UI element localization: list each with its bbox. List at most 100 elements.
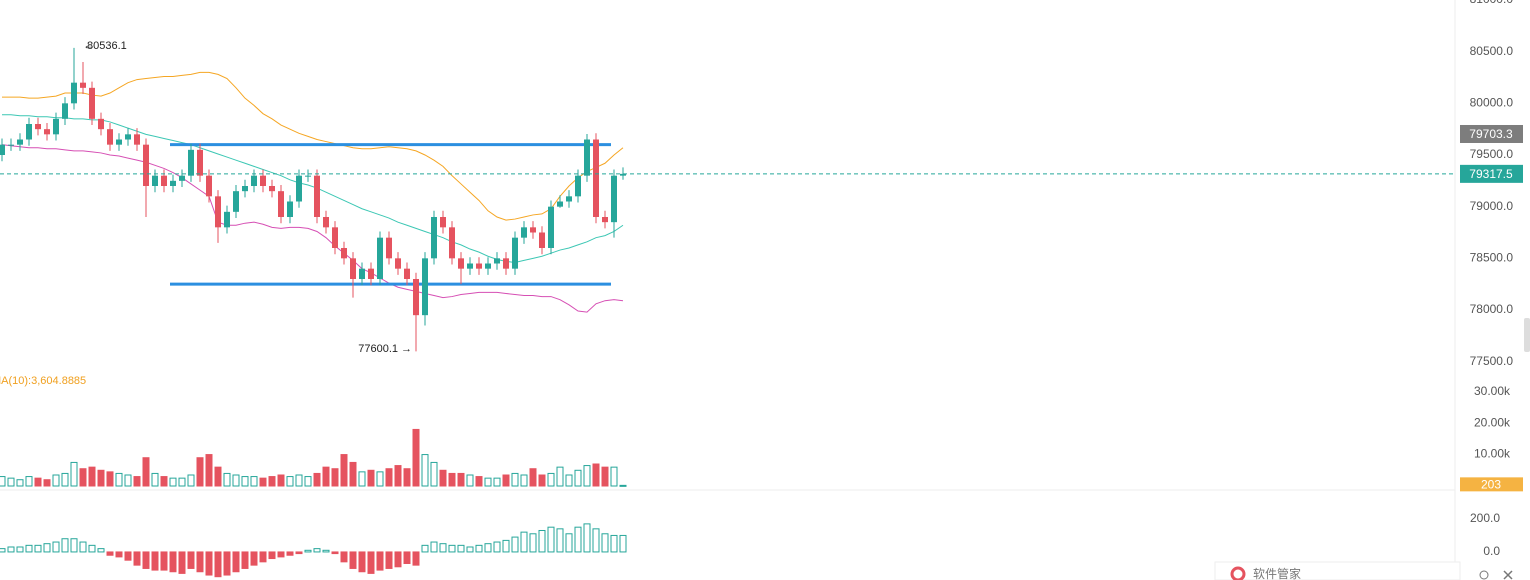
volume-bar <box>187 474 195 487</box>
macd-bar <box>43 543 51 553</box>
candle-body <box>422 258 428 316</box>
volume-bar <box>493 477 501 487</box>
macd-bar <box>529 533 537 553</box>
close-icon[interactable] <box>1503 570 1513 580</box>
volume-bar <box>349 461 357 487</box>
macd-bar <box>394 551 402 568</box>
candle-body <box>305 175 311 177</box>
candle-body <box>44 129 50 135</box>
y-tick-label: 78000.0 <box>1470 302 1514 316</box>
min-label: 77600.1 <box>358 343 398 355</box>
bollinger-band <box>1 144 624 313</box>
settings-icon[interactable] <box>1479 570 1489 580</box>
y-tick-label: 77500.0 <box>1470 354 1514 368</box>
candle-body <box>359 268 365 279</box>
volume-bar <box>16 479 24 487</box>
volume-bar <box>403 468 411 487</box>
macd-bar <box>349 551 357 569</box>
bollinger-band <box>2 114 624 263</box>
volume-bar <box>70 461 78 487</box>
volume-bar <box>133 476 141 487</box>
macd-bar <box>196 551 204 573</box>
volume-bar <box>88 466 96 487</box>
side-tab[interactable] <box>1524 318 1530 352</box>
volume-bar <box>124 474 132 487</box>
candle-body <box>530 227 536 233</box>
macd-bar <box>412 551 420 566</box>
macd-bar <box>16 546 24 553</box>
macd-bar <box>520 531 528 553</box>
volume-bar <box>511 472 519 487</box>
candle-body <box>116 139 122 145</box>
macd-bar <box>466 546 474 553</box>
popup-icon <box>1230 566 1246 580</box>
macd-bar <box>484 543 492 553</box>
popup-text: 软件管家 <box>1253 566 1301 580</box>
macd-bar <box>385 551 393 569</box>
macd-bar <box>34 544 42 553</box>
macd-bar <box>106 551 114 556</box>
y-tick-label: 79000.0 <box>1470 199 1514 213</box>
macd-bar <box>160 551 168 571</box>
macd-bar <box>214 551 222 578</box>
macd-bar <box>556 528 564 553</box>
candle-body <box>584 139 590 176</box>
candle-body <box>251 175 257 186</box>
candle-body <box>242 186 248 192</box>
bollinger-band <box>2 71 624 221</box>
volume-bar <box>421 454 429 487</box>
volume-bar <box>529 468 537 487</box>
volume-bar <box>205 454 213 487</box>
volume-bar <box>565 474 573 487</box>
candle-body <box>71 82 77 104</box>
macd-bar <box>142 551 150 569</box>
macd-bar <box>430 541 438 553</box>
candle-body <box>206 175 212 197</box>
macd-bar <box>241 551 249 569</box>
y-tick-label: 80000.0 <box>1470 96 1514 110</box>
macd-bar <box>97 548 105 553</box>
volume-bar <box>601 466 609 487</box>
volume-bar <box>241 476 249 487</box>
volume-bar <box>502 474 510 487</box>
high-price-box <box>1460 124 1523 143</box>
macd-bar <box>133 551 141 566</box>
macd-bar <box>457 544 465 553</box>
candle-body <box>62 103 68 119</box>
candle-body <box>539 232 545 248</box>
volume-bar <box>466 474 474 487</box>
macd-bar <box>376 551 384 571</box>
candle-body <box>314 175 320 217</box>
candle-body <box>413 279 419 316</box>
volume-bar <box>61 472 69 487</box>
candle-body <box>134 134 140 145</box>
macd-bar <box>601 533 609 553</box>
volume-bar <box>484 477 492 487</box>
volume-bar <box>196 457 204 487</box>
candle-body <box>467 263 473 269</box>
macd-tick-label: 200.0 <box>1470 511 1500 525</box>
macd-bar <box>574 526 582 553</box>
candle-body <box>602 217 608 223</box>
macd-bar <box>79 541 87 553</box>
macd-bar <box>358 551 366 573</box>
candle-body <box>125 134 131 140</box>
macd-tick-label: 0.0 <box>1483 544 1500 558</box>
volume-bar <box>223 472 231 487</box>
volume-tick-label: 30.00k <box>1474 384 1511 398</box>
candle-body <box>170 180 176 186</box>
candle-body <box>431 217 437 259</box>
macd-bar <box>610 534 618 553</box>
volume-bar <box>295 474 303 487</box>
popup[interactable] <box>1214 561 1461 580</box>
macd-bar <box>493 541 501 553</box>
candle-body <box>548 206 554 248</box>
volume-bar <box>259 477 267 487</box>
volume-box <box>1460 477 1523 492</box>
volume-bar <box>232 474 240 487</box>
volume-bar <box>142 457 150 487</box>
candle-body <box>152 175 158 186</box>
macd-bar <box>187 551 195 569</box>
candle-body <box>521 227 527 238</box>
